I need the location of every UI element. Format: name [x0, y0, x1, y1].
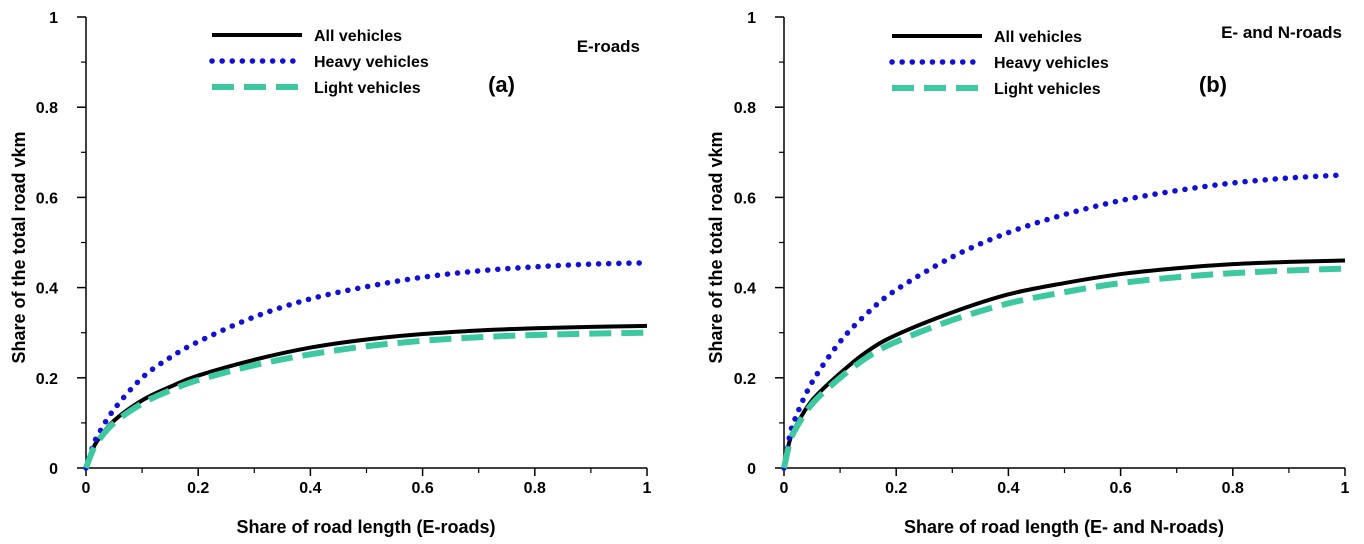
y-tick-label: 0.2	[36, 371, 58, 388]
series-line-light-vehicles	[83, 329, 648, 470]
x-tick-label: 0.8	[1222, 480, 1244, 497]
series-line-light-vehicles	[781, 265, 1346, 469]
panel-label: (a)	[488, 72, 515, 97]
legend: All vehicles Heavy vehicles Light vehicles	[889, 29, 1109, 98]
x-tick-label: 0.6	[1109, 480, 1131, 497]
y-tick-label: 0.4	[734, 281, 756, 298]
y-tick-label: 0.6	[36, 190, 58, 207]
chart-panel-a: 0 0.2 0.4 0.6 0.8 1 0 0.2 0.4 0.6 0.8 1 Share of roa…	[9, 10, 652, 537]
x-tick-label: 1	[643, 480, 652, 497]
x-tick-label: 0.8	[524, 480, 546, 497]
x-tick-label: 1	[1341, 480, 1350, 497]
x-axis-label: Share of road length (E- and N-roads)	[904, 517, 1224, 537]
x-tick-label: 0.2	[885, 480, 907, 497]
y-axis-label: Share of the total road vkm	[706, 131, 726, 363]
x-tick-label: 0.4	[997, 480, 1019, 497]
legend-label-light-vehicles: Light vehicles	[994, 81, 1101, 98]
y-tick-label: 0	[747, 461, 756, 478]
legend-label-light-vehicles: Light vehicles	[314, 80, 421, 97]
panel-title: E-roads	[577, 37, 640, 56]
legend: All vehicles Heavy vehicles Light vehicles	[209, 28, 429, 97]
y-tick-label: 0.8	[734, 100, 756, 117]
y-tick-label: 0.2	[734, 371, 756, 388]
x-tick-label: 0.4	[299, 480, 321, 497]
legend-label-all-vehicles: All vehicles	[994, 29, 1082, 46]
y-axis-label: Share of the total road vkm	[9, 131, 29, 363]
y-tick-label: 0.8	[36, 100, 58, 117]
x-tick-label: 0.6	[411, 480, 433, 497]
x-tick-label: 0.2	[187, 480, 209, 497]
series-line-heavy-vehicles	[781, 172, 1348, 471]
series-line-heavy-vehicles	[83, 260, 650, 471]
x-tick-label: 0	[780, 480, 789, 497]
y-tick-label: 0	[49, 461, 58, 478]
legend-label-heavy-vehicles: Heavy vehicles	[314, 54, 429, 71]
y-tick-label: 0.4	[36, 281, 58, 298]
panel-label: (b)	[1199, 72, 1227, 97]
legend-label-heavy-vehicles: Heavy vehicles	[994, 55, 1109, 72]
y-tick-label: 1	[747, 10, 756, 27]
chart-panel-b: 0 0.2 0.4 0.6 0.8 1 0 0.2 0.4 0.6 0.8 1 Share of roa…	[706, 10, 1350, 537]
y-tick-label: 0.6	[734, 190, 756, 207]
panel-title: E- and N-roads	[1221, 23, 1342, 42]
x-tick-label: 0	[82, 480, 91, 497]
y-tick-label: 1	[49, 10, 58, 27]
x-axis-label: Share of road length (E-roads)	[236, 517, 495, 537]
legend-label-all-vehicles: All vehicles	[314, 28, 402, 45]
